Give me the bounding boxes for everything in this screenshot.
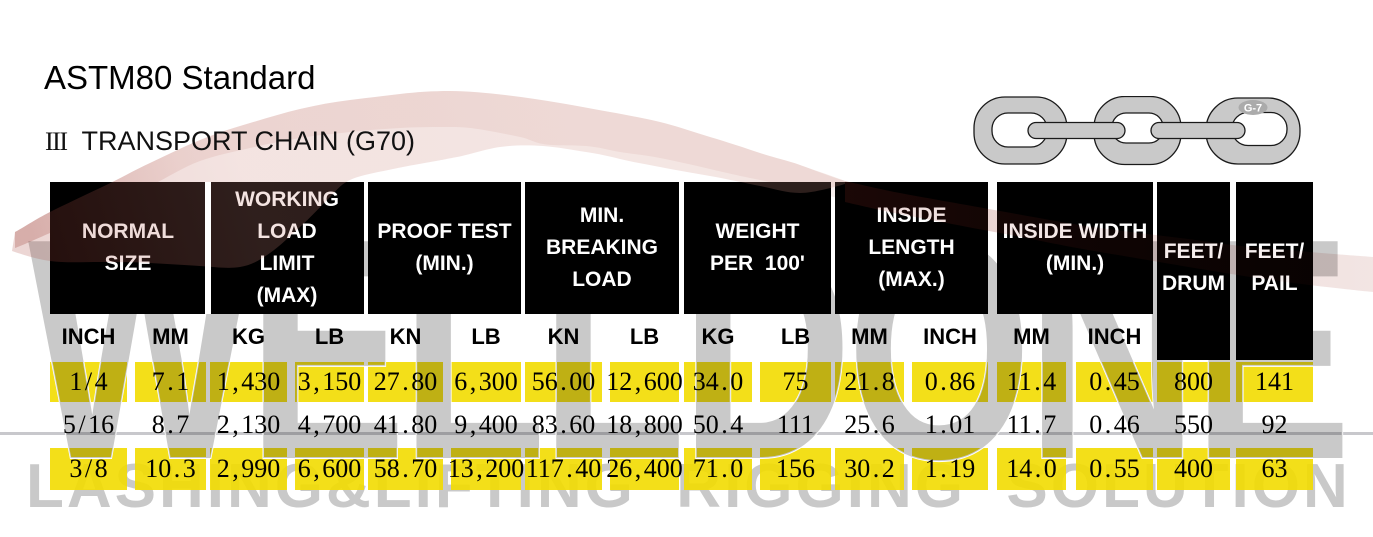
svg-text:G-7: G-7 <box>1244 103 1262 115</box>
